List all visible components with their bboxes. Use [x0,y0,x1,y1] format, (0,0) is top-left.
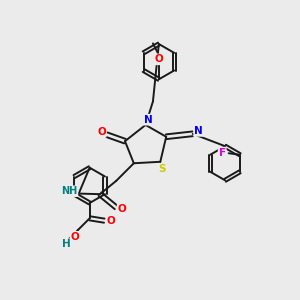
Text: O: O [154,54,163,64]
Text: F: F [219,148,226,158]
Text: O: O [118,204,126,214]
Text: O: O [106,216,115,226]
Text: N: N [144,115,152,125]
Text: NH: NH [61,186,77,196]
Text: N: N [194,126,203,136]
Text: O: O [97,127,106,137]
Text: O: O [70,232,79,242]
Text: H: H [62,239,70,249]
Text: S: S [158,164,166,174]
